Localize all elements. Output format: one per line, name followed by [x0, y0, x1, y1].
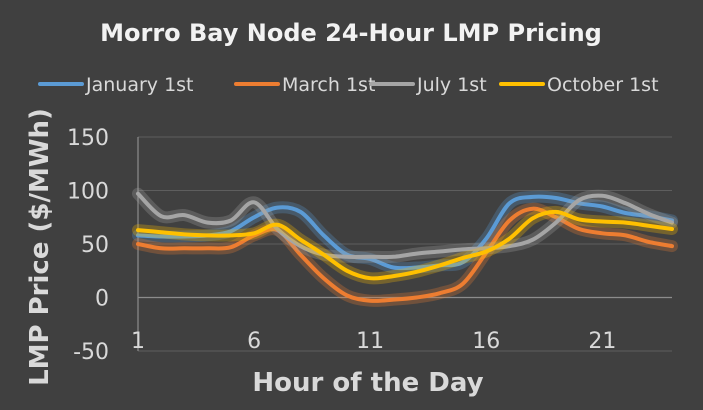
- legend-label: July 1st: [416, 74, 487, 96]
- y-axis-ticks: 150 100 50 0 -50: [67, 126, 109, 365]
- x-tick-label: 6: [247, 329, 261, 354]
- legend: January 1st March 1st July 1st October 1st: [38, 74, 659, 96]
- y-axis-title: LMP Price ($/MWh): [25, 108, 55, 386]
- series-line-3: [136, 191, 674, 260]
- chart-title: Morro Bay Node 24-Hour LMP Pricing: [100, 19, 602, 47]
- y-tick-label: 150: [67, 126, 109, 151]
- y-tick-label: 50: [81, 233, 109, 258]
- x-tick-label: 1: [131, 329, 145, 354]
- x-axis-ticks: 1 6 11 16 21: [131, 329, 616, 354]
- x-tick-label: 21: [588, 329, 616, 354]
- y-tick-label: 100: [67, 180, 109, 205]
- series-line-2: [136, 206, 674, 303]
- legend-label: January 1st: [85, 74, 194, 96]
- x-tick-label: 11: [356, 329, 384, 354]
- series-line-4: [136, 209, 674, 281]
- y-tick-label: -50: [73, 340, 109, 365]
- legend-label: October 1st: [547, 74, 659, 96]
- y-tick-label: 0: [95, 287, 109, 312]
- x-axis-title: Hour of the Day: [252, 368, 483, 398]
- series-lines: [132, 187, 678, 307]
- series-line-1: [136, 194, 674, 271]
- x-tick-label: 16: [472, 329, 500, 354]
- legend-label: March 1st: [282, 74, 375, 96]
